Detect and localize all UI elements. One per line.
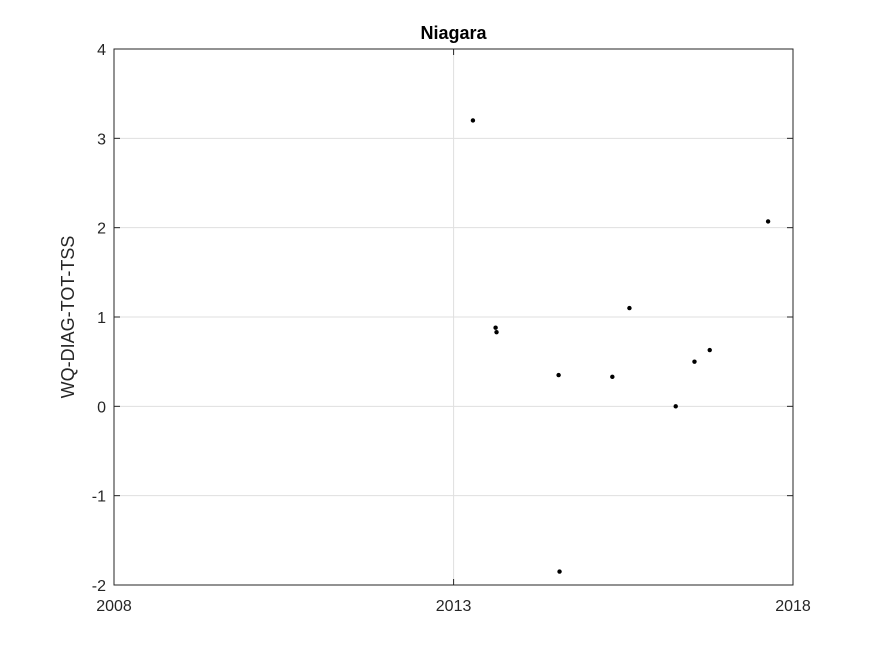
y-axis-label: WQ-DIAG-TOT-TSS [58, 236, 78, 399]
x-tick-labels: 2008 2013 2018 [96, 598, 811, 615]
chart-title: Niagara [420, 23, 487, 43]
data-point [673, 404, 678, 409]
data-point [556, 372, 561, 378]
data-point [627, 305, 632, 311]
axis-ticks [113, 48, 794, 586]
y-tick-label: 3 [97, 131, 106, 148]
x-tick-label: 2013 [436, 598, 472, 615]
x-tick-label: 2018 [775, 598, 811, 615]
y-tick-label: 4 [97, 42, 106, 59]
y-tick-label: -1 [92, 489, 106, 506]
data-point [765, 219, 771, 224]
data-point [707, 347, 712, 353]
y-tick-label: -2 [92, 578, 106, 595]
data-point [470, 118, 476, 123]
data-point [494, 329, 499, 335]
data-point [557, 569, 562, 574]
x-tick-label: 2008 [96, 598, 132, 615]
y-tick-label: 1 [97, 310, 106, 327]
y-tick-label: 2 [97, 221, 106, 238]
data-points [470, 118, 771, 574]
y-tick-labels: -2 -1 0 1 2 3 4 [92, 42, 106, 595]
data-point [610, 374, 615, 380]
y-tick-label: 0 [97, 399, 106, 416]
data-point [692, 359, 697, 364]
data-point [493, 325, 498, 330]
